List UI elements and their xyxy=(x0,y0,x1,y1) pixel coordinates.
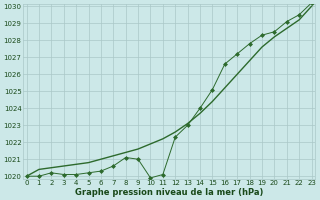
X-axis label: Graphe pression niveau de la mer (hPa): Graphe pression niveau de la mer (hPa) xyxy=(75,188,263,197)
